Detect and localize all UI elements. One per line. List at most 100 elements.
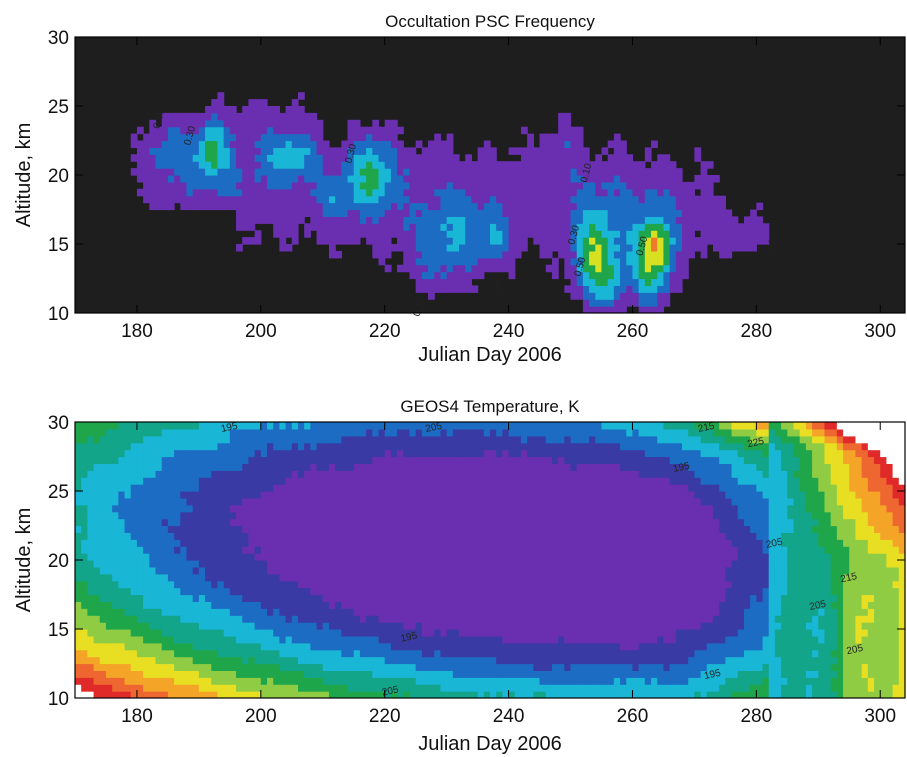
field-cell (520, 615, 528, 623)
field-cell (180, 539, 188, 547)
field-cell (632, 257, 640, 266)
field-cell (248, 119, 256, 128)
field-cell (712, 209, 720, 217)
field-cell (273, 435, 280, 444)
field-cell (335, 202, 342, 211)
field-cell (328, 691, 336, 698)
field-cell (446, 573, 454, 582)
field-cell (551, 264, 559, 273)
field-cell (291, 106, 299, 114)
field-cell (260, 546, 268, 554)
field-cell (198, 601, 206, 609)
field-cell (186, 532, 194, 540)
field-cell (558, 456, 565, 464)
field-cell (384, 691, 392, 698)
field-cell (452, 525, 460, 533)
field-cell (112, 594, 119, 602)
field-cell (285, 202, 293, 211)
field-cell (632, 216, 640, 224)
field-cell (87, 477, 95, 485)
field-cell (421, 594, 429, 602)
field-cell (279, 573, 287, 582)
field-cell (316, 553, 324, 561)
field-cell (310, 608, 318, 616)
field-cell (434, 237, 442, 245)
field-cell (297, 560, 305, 568)
field-cell (440, 587, 448, 596)
field-cell (353, 435, 361, 444)
field-cell (502, 209, 510, 217)
field-cell (229, 154, 237, 162)
field-cell (558, 656, 565, 665)
field-cell (421, 202, 429, 211)
field-cell (564, 250, 572, 259)
field-cell (161, 539, 169, 547)
field-cell (607, 168, 615, 176)
field-cell (421, 642, 429, 651)
field-cell (545, 601, 553, 609)
field-cell (558, 629, 565, 637)
field-cell (223, 154, 231, 162)
field-cell (378, 168, 386, 176)
field-cell (477, 456, 485, 464)
field-cell (397, 587, 404, 596)
field-cell (520, 181, 528, 190)
field-cell (211, 168, 219, 176)
field-cell (186, 126, 194, 135)
field-cell (551, 635, 559, 644)
field-cell (353, 601, 361, 609)
field-cell (155, 422, 163, 430)
field-cell (434, 442, 442, 451)
field-cell (508, 230, 516, 238)
field-cell (155, 560, 163, 568)
field-cell (316, 566, 324, 575)
field-cell (254, 532, 262, 540)
field-cell (384, 154, 392, 162)
field-cell (223, 202, 231, 211)
field-cell (167, 656, 175, 665)
field-cell (149, 154, 157, 162)
field-cell (434, 435, 442, 444)
field-cell (539, 223, 547, 231)
field-cell (477, 615, 485, 623)
field-cell (409, 580, 417, 589)
field-cell (403, 230, 411, 238)
field-cell (465, 504, 473, 513)
field-cell (81, 566, 88, 575)
field-cell (607, 299, 615, 307)
field-cell (384, 477, 392, 485)
field-cell (347, 422, 355, 430)
field-cell (545, 250, 553, 259)
field-cell (465, 677, 473, 685)
field-cell (149, 684, 157, 692)
field-cell (384, 230, 392, 238)
field-cell (236, 133, 243, 142)
field-cell (341, 677, 349, 685)
field-cell (415, 216, 423, 224)
field-cell (359, 615, 367, 623)
field-cell (353, 442, 361, 451)
field-cell (155, 525, 163, 533)
field-cell (205, 140, 212, 148)
field-cell (211, 629, 219, 637)
field-cell (211, 677, 219, 685)
field-cell (223, 642, 231, 651)
field-cell (564, 566, 572, 575)
field-cell (316, 119, 324, 128)
field-cell (520, 546, 528, 554)
field-cell (533, 635, 541, 644)
field-cell (471, 587, 479, 596)
field-cell (514, 560, 522, 568)
field-cell (279, 175, 287, 183)
field-cell (551, 188, 559, 197)
field-cell (285, 670, 293, 678)
field-cell (483, 649, 491, 658)
field-cell (459, 608, 466, 616)
field-cell (273, 230, 280, 238)
field-cell (143, 691, 150, 698)
field-cell (229, 195, 237, 204)
field-cell (731, 223, 739, 231)
field-cell (99, 615, 107, 623)
field-cell (186, 112, 194, 121)
field-cell (607, 140, 615, 148)
